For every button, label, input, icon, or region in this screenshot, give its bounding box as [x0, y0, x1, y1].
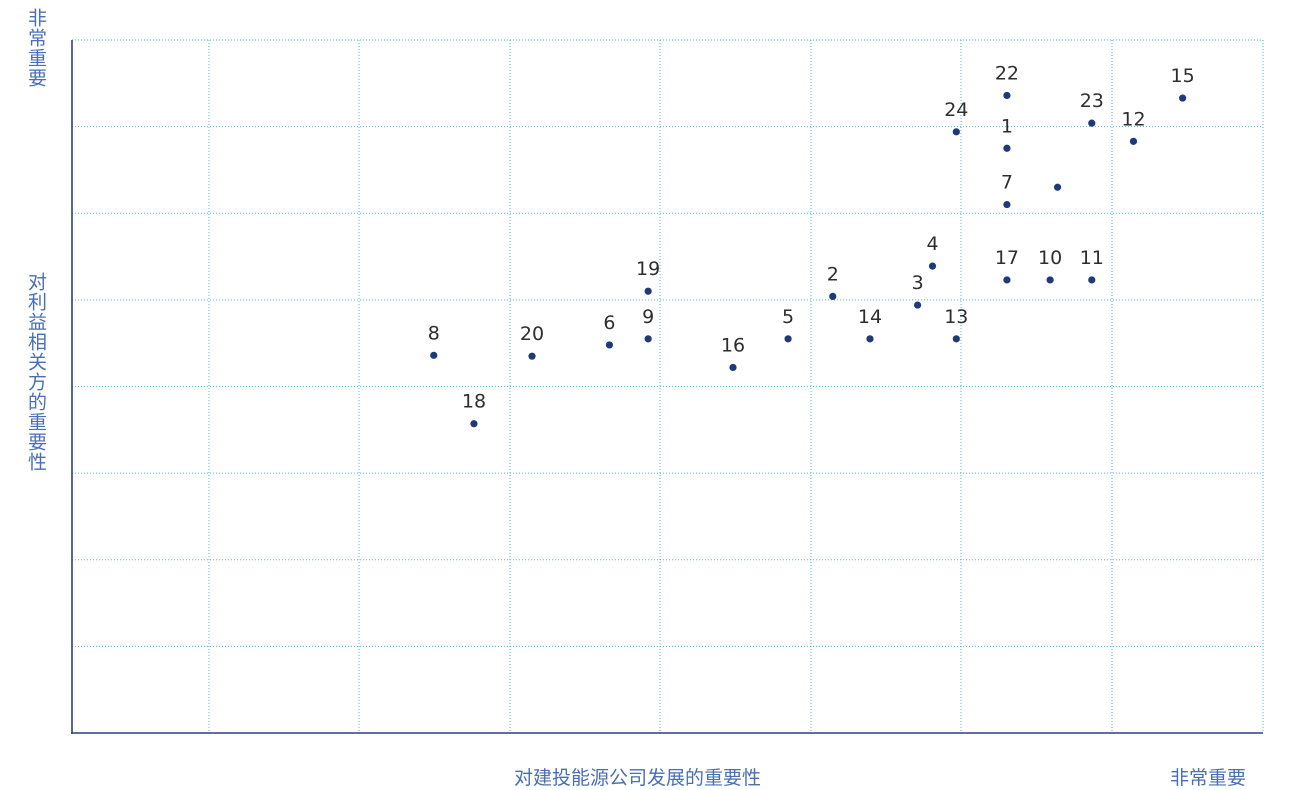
axes — [71, 40, 1263, 734]
data-point — [952, 335, 960, 343]
point-label: 24 — [944, 99, 968, 121]
point-label: 11 — [1080, 247, 1104, 269]
data-point — [1129, 137, 1138, 145]
data-point — [914, 301, 922, 309]
point-label: 17 — [995, 247, 1019, 269]
point-label: 6 — [603, 312, 615, 334]
data-point — [952, 128, 960, 136]
point-label: 14 — [858, 306, 882, 328]
data-point — [1003, 276, 1011, 284]
data-point — [1046, 276, 1054, 284]
point-label: 20 — [520, 323, 544, 345]
x-axis-high-label: 非常重要 — [1170, 767, 1247, 789]
data-point — [644, 335, 652, 343]
data-point — [430, 351, 438, 359]
data-point — [1053, 183, 1062, 191]
data-point — [928, 262, 937, 270]
point-label: 10 — [1038, 247, 1062, 269]
data-point — [528, 352, 536, 360]
point-label: 7 — [1001, 172, 1013, 194]
point-label: 19 — [636, 258, 660, 280]
point-label: 5 — [782, 306, 794, 328]
point-label: 3 — [912, 272, 924, 294]
data-point — [1088, 276, 1096, 284]
point-label: 12 — [1121, 108, 1145, 130]
point-label: 2 — [827, 263, 839, 285]
data-point — [644, 287, 652, 295]
point-label: 18 — [462, 391, 486, 413]
point-label: 16 — [721, 334, 745, 356]
point-label: 4 — [926, 233, 938, 255]
x-axis-label: 对建投能源公司发展的重要性 — [514, 767, 762, 789]
point-label: 9 — [642, 306, 654, 328]
point-label: 15 — [1171, 65, 1195, 87]
data-point — [1003, 91, 1011, 100]
data-point — [1088, 119, 1096, 127]
data-point — [729, 363, 737, 372]
data-point — [605, 341, 614, 349]
point-label: 13 — [944, 306, 968, 328]
y-axis-label: 对利益相关方的重要性 — [25, 272, 47, 472]
data-point — [866, 335, 874, 343]
y-axis-high-label: 非常重要 — [25, 8, 47, 88]
point-label: 8 — [428, 322, 440, 344]
point-label: 1 — [1001, 115, 1013, 137]
data-point — [829, 292, 837, 301]
point-label: 22 — [995, 62, 1019, 84]
data-point — [784, 335, 792, 343]
data-point — [470, 420, 478, 428]
data-point — [1179, 94, 1187, 102]
point-label: 23 — [1080, 90, 1104, 112]
data-point — [1003, 200, 1011, 209]
data-point — [1003, 144, 1011, 152]
grid — [72, 39, 1264, 733]
